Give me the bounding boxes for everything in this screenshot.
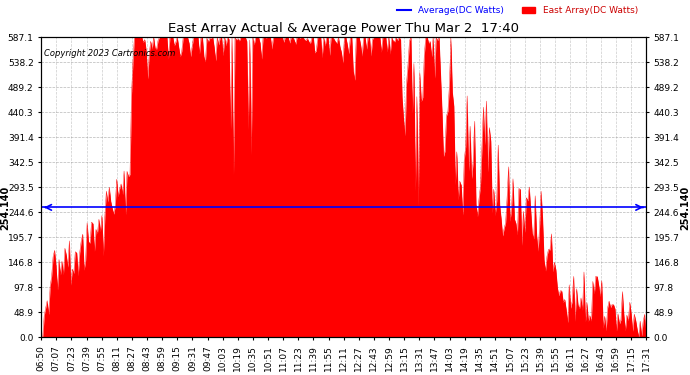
Text: 254.140: 254.140: [680, 185, 690, 230]
Text: 254.140: 254.140: [0, 185, 10, 230]
Title: East Array Actual & Average Power Thu Mar 2  17:40: East Array Actual & Average Power Thu Ma…: [168, 22, 519, 34]
Legend: Average(DC Watts), East Array(DC Watts): Average(DC Watts), East Array(DC Watts): [393, 3, 642, 19]
Text: Copyright 2023 Cartronics.com: Copyright 2023 Cartronics.com: [44, 49, 176, 58]
